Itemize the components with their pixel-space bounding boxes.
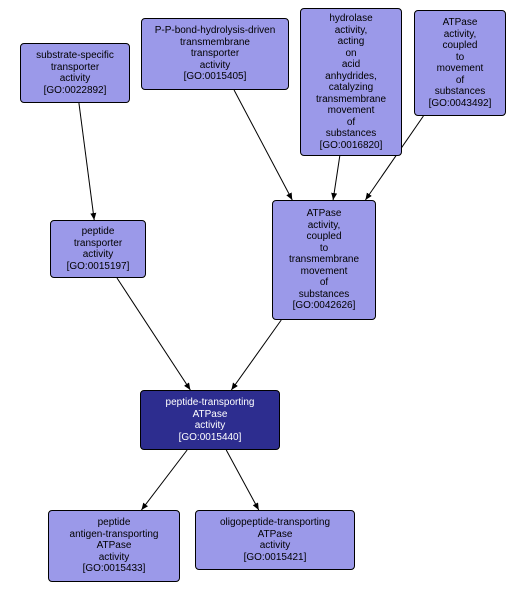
go-term-node[interactable]: hydrolase activity, acting on acid anhyd…	[300, 8, 402, 156]
edge	[79, 103, 94, 220]
edge	[234, 90, 292, 200]
edge	[117, 278, 190, 390]
edge	[231, 320, 281, 390]
go-term-node[interactable]: P-P-bond-hydrolysis-driven transmembrane…	[141, 18, 289, 90]
go-term-node[interactable]: ATPase activity, coupled to transmembran…	[272, 200, 376, 320]
edge	[141, 450, 187, 510]
go-term-node[interactable]: substrate-specific transporter activity …	[20, 43, 130, 103]
go-term-node[interactable]: peptide antigen-transporting ATPase acti…	[48, 510, 180, 582]
go-term-node[interactable]: peptide-transporting ATPase activity [GO…	[140, 390, 280, 450]
go-term-node[interactable]: ATPase activity, coupled to movement of …	[414, 10, 506, 116]
go-term-node[interactable]: oligopeptide-transporting ATPase activit…	[195, 510, 355, 570]
edge	[226, 450, 259, 510]
go-term-node[interactable]: peptide transporter activity [GO:0015197…	[50, 220, 146, 278]
edge	[333, 156, 340, 200]
